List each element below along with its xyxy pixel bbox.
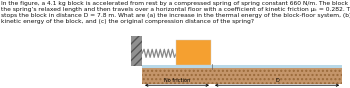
- Bar: [176, 40, 211, 65]
- Text: D: D: [275, 78, 279, 83]
- Bar: [131, 36, 142, 66]
- Text: No friction: No friction: [164, 78, 190, 83]
- Bar: [142, 65, 342, 68]
- Bar: [142, 68, 342, 84]
- Bar: [131, 36, 142, 66]
- Bar: [142, 68, 342, 84]
- Text: In the figure, a 4.1 kg block is accelerated from rest by a compressed spring of: In the figure, a 4.1 kg block is acceler…: [1, 1, 350, 24]
